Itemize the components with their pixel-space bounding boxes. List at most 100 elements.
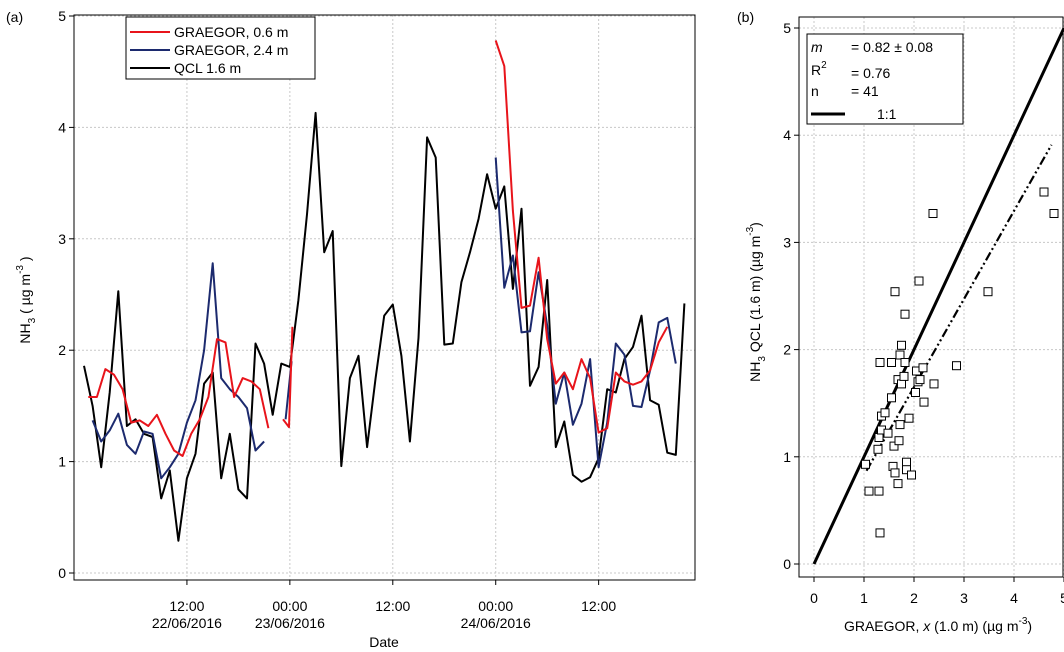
axes: 0 1 2 3 4 5 0 1 2 3 4 5 [783,20,1064,606]
scatter-point [1049,209,1059,218]
y-label-rest: QCL (1.6 m) (µg m [747,236,763,356]
n-value: = 41 [851,83,879,99]
scatter-point [983,287,993,297]
series-line-2-segment-0 [83,111,686,542]
x-tick-label-date: 23/06/2016 [255,615,325,631]
x-label-main: GRAEGOR, [844,618,923,634]
x-tick-label-time: 12:00 [581,598,616,614]
scatter-point [897,379,906,389]
r-squared-main: R [811,62,821,78]
y-label-close: ) [17,256,33,265]
scatter-point [887,358,896,367]
scatter-point [911,388,920,397]
scatter-point [952,361,961,371]
slope-label: m [811,39,823,55]
y-label-main: NH [17,323,33,343]
x-tick-label: 4 [1010,590,1018,606]
scatter-point [893,479,903,489]
scatter-point [874,486,884,496]
y-tick-label: 0 [58,565,66,581]
x-tick-label: 2 [910,590,918,606]
scatter-point [900,358,910,367]
slope-value: = 0.82 ± 0.08 [851,39,933,55]
scatter-point [883,428,893,438]
n-label: n [811,83,819,99]
x-label-italic: x [922,618,931,634]
y-axis-label: NH3 QCL (1.6 m) (µg m-3) [745,222,768,382]
legend-entry-qcl: QCL 1.6 m [174,60,241,76]
scatter-point [890,287,900,297]
scatter-point [897,340,906,350]
plot-frame [798,16,1064,578]
x-tick-label-time: 00:00 [478,598,513,614]
y-tick-label: 1 [783,449,791,465]
axes: 01234512:0022/06/201600:0023/06/201612:0… [58,8,616,631]
scatter-point [861,459,870,469]
scatter-point [907,470,916,480]
legend-entry-graegor-24: GRAEGOR, 2.4 m [174,42,288,58]
y-label-sub: 3 [757,356,768,362]
series-line-1-segment-2 [494,157,677,469]
y-label-sup: -3 [745,226,756,235]
scatter-point [864,486,874,496]
r-squared-value: = 0.76 [851,65,891,81]
x-label-close: ) [1027,618,1032,634]
scatter-point [874,433,884,442]
one-to-one-line [812,27,1064,565]
x-tick-label-date: 22/06/2016 [152,615,222,631]
plot-frame [73,14,696,581]
y-label-main: NH [747,362,763,382]
scatter-point [895,420,905,430]
x-tick-label-time: 00:00 [272,598,307,614]
scatter-point [919,397,929,407]
reference-lines [812,27,1064,565]
scatter-point [900,309,910,319]
panel-a-label: (a) [6,9,23,25]
panel-b-label: (b) [737,9,754,25]
y-axis-label: NH3 ( µg m-3 ) [15,256,38,343]
scatter-point [902,465,911,475]
scatter-point [929,379,939,389]
scatter-point [928,209,938,218]
scatter-point [915,375,925,385]
fit-line [865,144,1053,472]
scatter-point [904,413,914,423]
y-tick-label: 3 [58,231,66,247]
y-label-unit-sup: -3 [15,265,26,274]
y-tick-label: 4 [58,119,66,135]
scatter-panel: (b) 0 1 2 3 4 5 0 1 2 3 4 5 GRAEGOR, x (1.0 m) (µg … [737,9,1064,634]
scatter-point [899,371,909,381]
x-label-rest: (1.0 m) (µg m [930,618,1018,634]
time-series-panel: (a) 01234512:0022/06/201600:0023/06/2016… [6,8,696,650]
scatter-point [1039,187,1049,197]
scatter-point [875,358,885,367]
scatter-point [895,350,905,360]
scatter-points [861,187,1059,538]
scatter-point [873,444,883,454]
x-label-sup: -3 [1018,616,1027,627]
series-lines [83,40,686,542]
scatter-point [875,528,885,538]
y-tick-label: 5 [58,8,66,24]
scatter-point [894,436,904,446]
y-tick-label: 5 [783,20,791,36]
series-line-0-segment-1 [282,326,294,429]
x-tick-label-time: 12:00 [375,598,410,614]
legend: GRAEGOR, 0.6 m GRAEGOR, 2.4 m QCL 1.6 m [125,16,316,80]
stats-box: m = 0.82 ± 0.08 R2 = 0.76 n = 41 1:1 [806,33,964,125]
scatter-point [914,276,924,286]
scatter-point [890,468,900,478]
x-tick-label-date: 24/06/2016 [461,615,531,631]
x-tick-label: 1 [860,590,868,606]
y-label-sub: 3 [27,317,38,323]
y-label-close: ) [747,222,763,227]
x-tick-label: 5 [1060,590,1064,606]
y-label-unit: ( µg m [17,274,33,318]
y-tick-label: 2 [58,342,66,358]
stats-box-frame [806,33,964,125]
y-tick-label: 4 [783,127,791,143]
grid [74,15,695,580]
scatter-point [918,363,928,373]
scatter-point [880,408,890,418]
